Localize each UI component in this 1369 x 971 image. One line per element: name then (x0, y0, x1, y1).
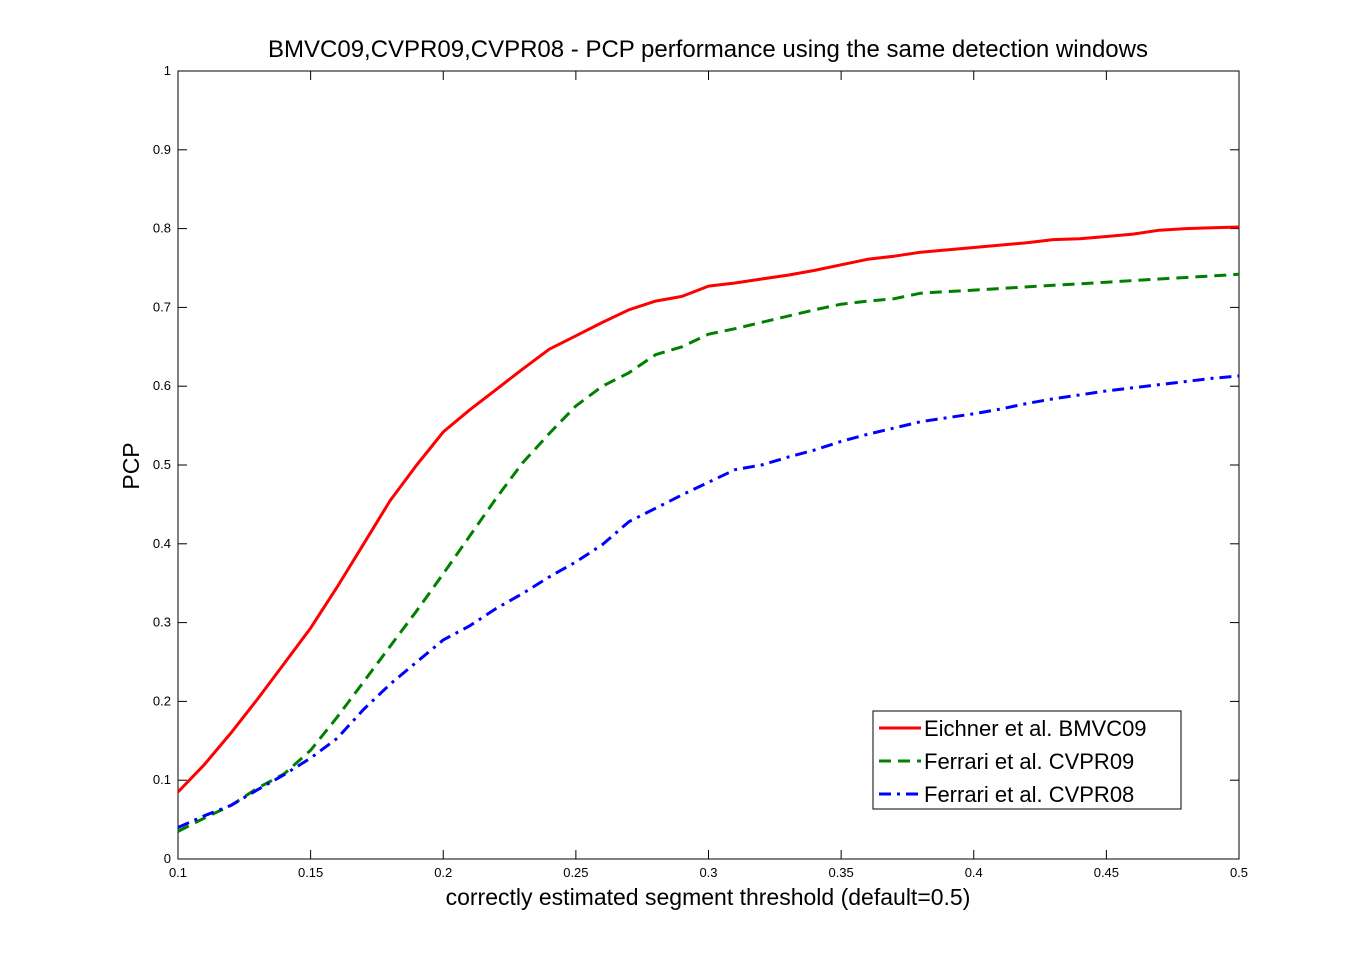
y-tick-label: 0.1 (153, 772, 171, 787)
legend-box (872, 710, 1182, 810)
y-tick-label: 0.8 (153, 221, 171, 236)
x-tick-label: 0.25 (563, 865, 588, 880)
y-tick-label: 0.3 (153, 615, 171, 630)
y-axis-label: PCP (118, 442, 144, 489)
legend-entry-label: Ferrari et al. CVPR08 (924, 782, 1134, 807)
series-line (177, 272, 1240, 833)
series-line (176, 225, 1240, 794)
y-tick-label: 0.2 (153, 693, 171, 708)
x-tick-label: 0.35 (828, 865, 853, 880)
legend-entry-label: Eichner et al. BMVC09 (924, 716, 1147, 741)
y-tick-label: 0.5 (153, 457, 171, 472)
chart-title: BMVC09,CVPR09,CVPR08 - PCP performance u… (268, 36, 1148, 63)
x-tick-label: 0.5 (1230, 865, 1248, 880)
y-tick-label: 0.6 (153, 378, 171, 393)
y-tick-label: 0.7 (153, 299, 171, 314)
x-tick-label: 0.3 (699, 865, 717, 880)
legend: Eichner et al. BMVC09 Ferrari et al. CVPR… (872, 710, 1182, 810)
y-tick-label: 0.4 (153, 536, 171, 551)
x-tick-label: 0.4 (965, 865, 983, 880)
y-tick-label: 0.9 (153, 142, 171, 157)
y-tick-label: 0 (164, 851, 171, 866)
x-tick-label: 0.1 (169, 865, 187, 880)
plot-area: 0.1 0.15 0.2 0.25 0.3 0.35 0.4 0.45 0.500.10.20.… (153, 63, 1248, 880)
x-tick-label: 0.45 (1094, 865, 1119, 880)
x-axis-label: correctly estimated segment threshold (d… (446, 884, 971, 910)
x-tick-label: 0.2 (434, 865, 452, 880)
legend-entry-label: Ferrari et al. CVPR09 (924, 749, 1134, 774)
y-tick-label: 1 (164, 63, 171, 78)
x-tick-label: 0.15 (298, 865, 323, 880)
series-line (177, 374, 1240, 829)
